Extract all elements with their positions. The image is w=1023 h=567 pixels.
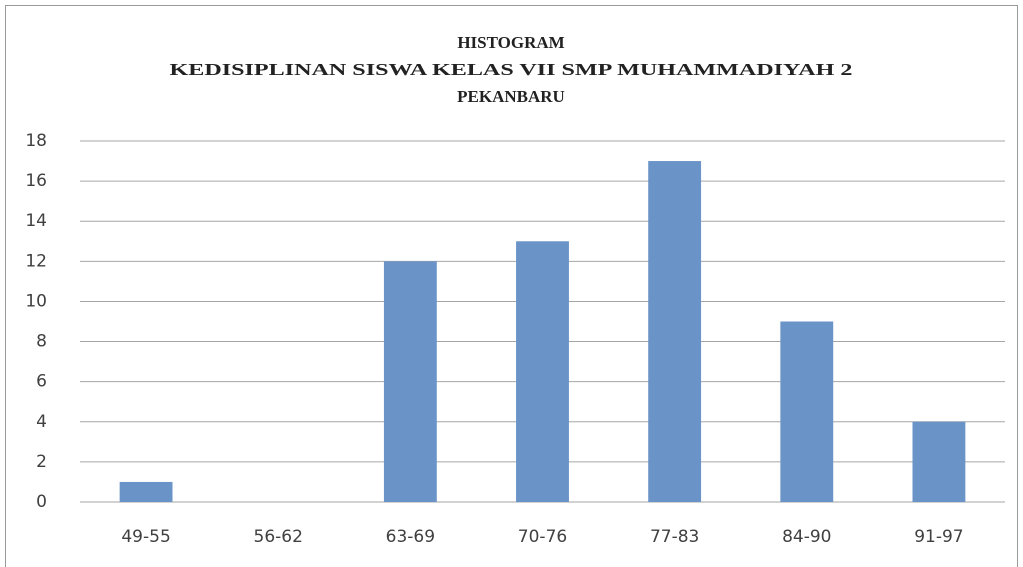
x-tick-label: 56-62 xyxy=(254,527,303,547)
bar xyxy=(516,241,569,502)
chart-title: HISTOGRAM xyxy=(457,33,564,52)
bar xyxy=(383,261,437,502)
y-tick-label: 14 xyxy=(25,211,47,231)
x-tick-label: 49-55 xyxy=(121,527,170,547)
y-tick-label: 6 xyxy=(36,372,47,392)
bar xyxy=(780,321,834,502)
bar xyxy=(912,421,966,502)
x-tick-label: 84-90 xyxy=(782,527,831,547)
y-tick-label: 4 xyxy=(36,412,47,432)
chart-subtitle: PEKANBARU xyxy=(457,87,565,106)
x-tick-label: 91-97 xyxy=(914,527,963,547)
y-tick-label: 8 xyxy=(36,332,47,352)
y-tick-label: 2 xyxy=(36,452,47,472)
x-tick-label: 77-83 xyxy=(650,527,699,547)
bar xyxy=(119,481,173,502)
y-tick-label: 16 xyxy=(25,171,47,191)
x-tick-label: 70-76 xyxy=(518,527,567,547)
chart-frame xyxy=(5,5,1018,567)
chart-subtitle: KEDISIPLINAN SISWA KELAS VII SMP MUHAMMA… xyxy=(170,60,853,79)
y-tick-label: 0 xyxy=(36,492,47,512)
y-tick-label: 12 xyxy=(25,251,47,271)
bar xyxy=(648,161,702,503)
y-tick-label: 18 xyxy=(25,131,47,151)
y-tick-label: 10 xyxy=(25,291,47,311)
x-tick-label: 63-69 xyxy=(386,527,435,547)
